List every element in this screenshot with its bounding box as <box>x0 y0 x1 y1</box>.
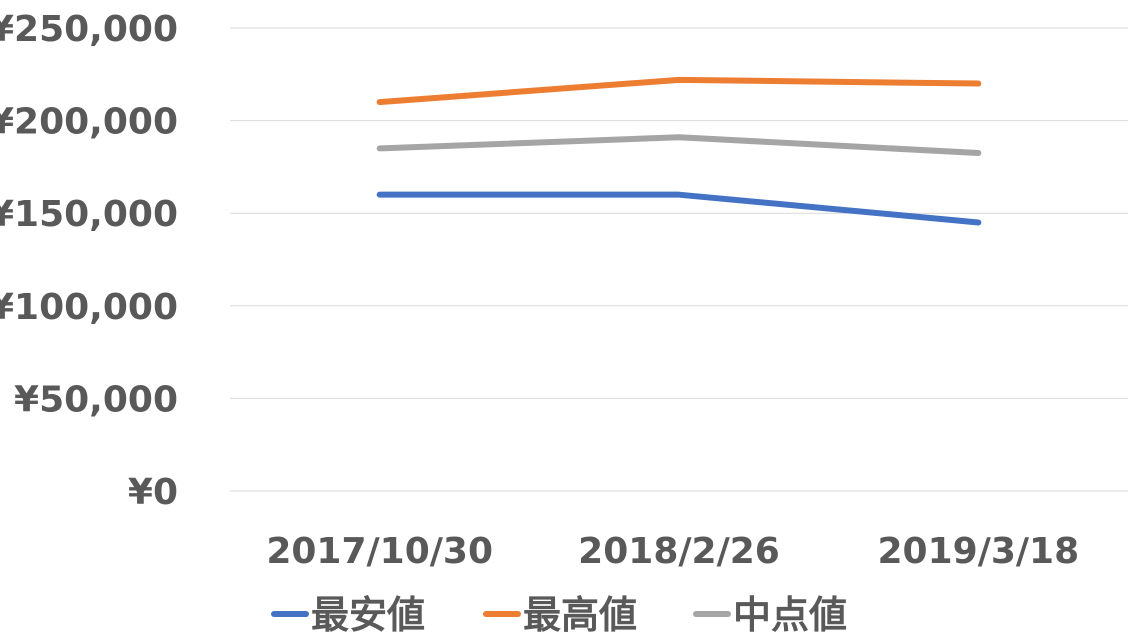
y-tick-label: ¥150,000 <box>0 194 178 235</box>
legend-label: 最安値 <box>311 593 425 637</box>
x-tick-label: 2017/10/30 <box>266 531 493 572</box>
series-lines <box>376 76 982 226</box>
gridlines <box>230 27 1128 492</box>
x-axis-tick-labels: 2017/10/30 2018/2/26 2019/3/18 <box>266 531 1079 572</box>
y-tick-label: ¥250,000 <box>0 9 178 50</box>
x-tick-label: 2019/3/18 <box>878 531 1080 572</box>
legend: 最安値 最高値 中点値 <box>271 593 847 637</box>
series-line-2 <box>376 76 982 106</box>
series-line-1 <box>376 191 982 226</box>
y-tick-label: ¥50,000 <box>14 379 178 420</box>
y-tick-label: ¥200,000 <box>0 102 178 143</box>
y-axis-tick-labels: ¥0 ¥50,000 ¥100,000 ¥150,000 ¥200,000 ¥250,00… <box>0 9 178 513</box>
legend-label: 最高値 <box>523 593 637 637</box>
legend-label: 中点値 <box>733 593 847 637</box>
x-tick-label: 2018/2/26 <box>578 531 780 572</box>
series-line-3 <box>376 134 982 157</box>
y-tick-label: ¥0 <box>128 472 178 513</box>
y-tick-label: ¥100,000 <box>0 287 178 328</box>
